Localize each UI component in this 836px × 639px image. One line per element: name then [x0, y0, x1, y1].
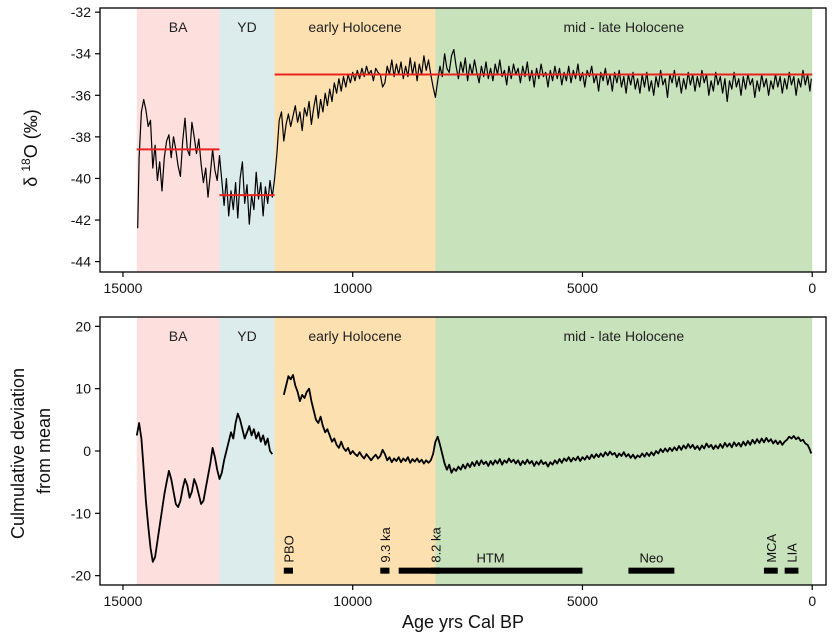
bottom-y-tick-label-2: 0	[83, 443, 91, 459]
event-bar-0	[283, 567, 293, 574]
bottom-series-line-0-1	[282, 374, 813, 474]
bottom-period-label-1: YD	[237, 328, 256, 344]
top-plot-frame	[99, 7, 827, 273]
bottom-y-tick-label-1: -10	[71, 505, 91, 521]
top-plot-area	[136, 49, 813, 229]
top-period-band-3	[435, 8, 813, 272]
bottom-y-tick-label-3: 10	[75, 381, 91, 397]
bottom-period-label-3: mid - late Holocene	[564, 328, 685, 344]
top-x-tick-label-0: 15000	[104, 280, 143, 296]
bottom-series-line-0-0	[135, 412, 274, 563]
bottom-period-band-0	[136, 317, 220, 585]
top-period-label-1: YD	[237, 19, 256, 35]
bottom-panel: BA YD early Holocene mid - late Holocene PB…	[8, 316, 827, 632]
top-panel: BA YD early Holocene mid - late Holocene 15…	[19, 4, 827, 296]
top-x-tick-label-3: 0	[808, 280, 816, 296]
top-y-tick-label-3: -38	[71, 129, 91, 145]
top-y-tick-label-1: -42	[71, 212, 91, 228]
event-bar-5	[763, 567, 778, 574]
top-x-tick-label-2: 5000	[567, 280, 598, 296]
bottom-x-tick-label-3: 0	[808, 593, 816, 609]
bottom-x-tick-label-1: 10000	[333, 593, 372, 609]
bottom-y-axis-label-line1: Culmulative deviation	[8, 368, 28, 539]
event-markers: PBO 9.3 ka 8.2 ka HTM Neo MCA LIA	[281, 526, 800, 574]
event-label-1: 9.3 ka	[378, 526, 393, 562]
bottom-period-band-3	[435, 317, 813, 585]
top-y-tick-label-4: -36	[71, 87, 91, 103]
bottom-period-bands: BA YD early Holocene mid - late Holocene	[136, 317, 813, 585]
top-y-axis-label: δ 18O (‰)	[19, 109, 41, 186]
top-axes: 15000 10000 5000 0 -44 -42 -40 -38 -36 -34 -32	[71, 4, 817, 296]
top-series-line-0-0	[137, 49, 812, 229]
bottom-period-band-1	[219, 317, 275, 585]
bottom-y-tick-label-0: -20	[71, 568, 91, 584]
bottom-period-label-0: BA	[169, 328, 188, 344]
bottom-y-axis-label: Culmulative deviation from mean	[8, 363, 54, 539]
top-y-tick-label-5: -34	[71, 46, 91, 62]
top-x-tick-label-1: 10000	[333, 280, 372, 296]
x-axis-label: Age yrs Cal BP	[402, 612, 524, 632]
bottom-x-tick-label-0: 15000	[104, 593, 143, 609]
event-bar-3	[398, 567, 583, 574]
bottom-axes: 15000 10000 5000 0 -20 -10 0 10 20	[71, 318, 817, 609]
top-period-band-1	[219, 8, 275, 272]
event-bar-4	[628, 567, 675, 574]
top-period-label-3: mid - late Holocene	[564, 19, 685, 35]
event-bar-6	[784, 567, 799, 574]
event-label-4: Neo	[639, 551, 663, 566]
top-y-tick-label-2: -40	[71, 170, 91, 186]
bottom-y-tick-label-4: 20	[75, 318, 91, 334]
bottom-plot-area	[135, 374, 813, 563]
bottom-period-band-2	[274, 317, 436, 585]
event-bar-1	[380, 567, 390, 574]
top-period-label-2: early Holocene	[308, 19, 402, 35]
top-period-label-0: BA	[169, 19, 188, 35]
bottom-y-axis-label-line2: from mean	[34, 408, 54, 494]
event-label-0: PBO	[281, 535, 296, 562]
top-y-tick-label-0: -44	[71, 254, 91, 270]
bottom-x-tick-label-2: 5000	[567, 593, 598, 609]
top-y-tick-label-6: -32	[71, 4, 91, 20]
event-label-6: LIA	[785, 543, 800, 563]
event-label-3: HTM	[476, 551, 504, 566]
bottom-period-label-2: early Holocene	[308, 328, 402, 344]
top-period-bands: BA YD early Holocene mid - late Holocene	[136, 8, 813, 272]
top-period-band-2	[274, 8, 436, 272]
event-label-5: MCA	[764, 533, 779, 562]
top-period-band-0	[136, 8, 220, 272]
event-label-2: 8.2 ka	[428, 526, 443, 562]
